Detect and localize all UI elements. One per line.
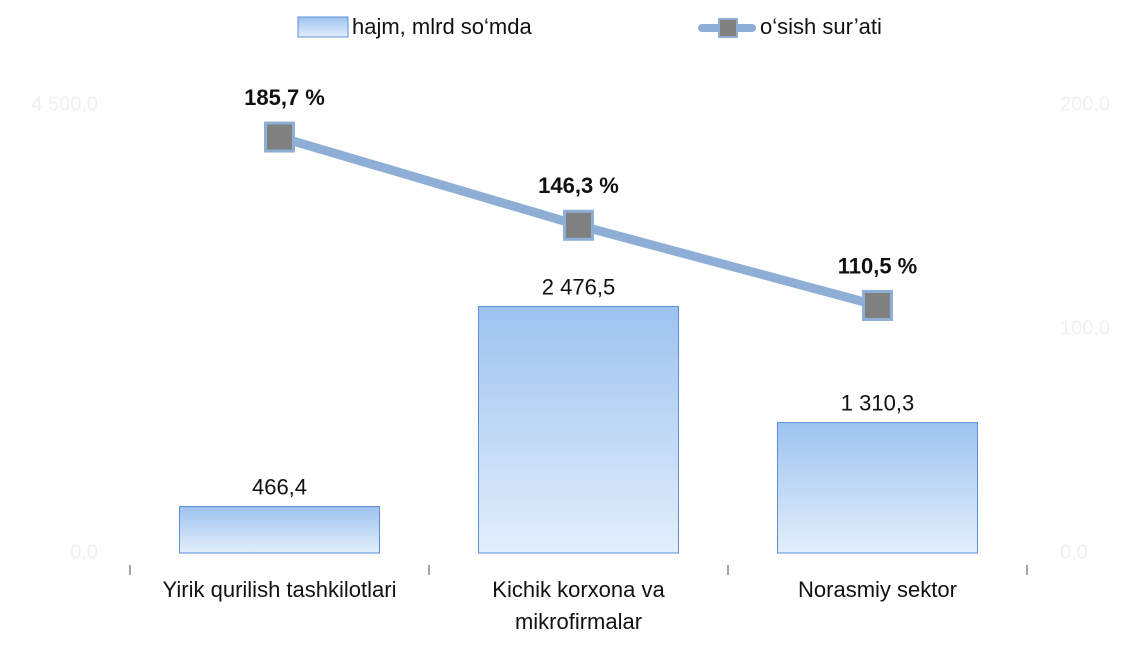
y-tick-label: 0,0 — [70, 541, 98, 563]
bar-value-label: 466,4 — [252, 474, 307, 499]
line-value-label: 146,3 % — [538, 173, 619, 198]
y2-tick-label: 200,0 — [1060, 93, 1110, 115]
bar-value-label: 1 310,3 — [841, 390, 914, 415]
bar — [777, 422, 978, 554]
y2-tick-label: 100,0 — [1060, 317, 1110, 339]
x-tick-label: Kichik korxona va mikrofirmalar — [492, 577, 665, 634]
legend-marker — [718, 18, 738, 38]
legend-swatch — [297, 16, 349, 38]
legend-label: o‘sish sur’ati — [760, 14, 882, 39]
bar-value-label: 2 476,5 — [542, 274, 615, 299]
y-tick-label: 4 500,0 — [31, 93, 98, 115]
x-tick-label: Yirik qurilish tashkilotlari — [162, 577, 397, 602]
bar — [478, 305, 679, 554]
line-value-label: 110,5 % — [838, 253, 918, 278]
line-marker — [563, 209, 594, 241]
y2-tick-label: 0,0 — [1060, 541, 1088, 563]
line-value-label: 185,7 % — [244, 85, 325, 110]
legend-label: hajm, mlrd so‘mda — [352, 14, 532, 39]
bar — [179, 506, 380, 554]
line-marker — [862, 289, 893, 321]
line-marker — [264, 121, 295, 153]
x-tick-label: Norasmiy sektor — [798, 577, 957, 602]
